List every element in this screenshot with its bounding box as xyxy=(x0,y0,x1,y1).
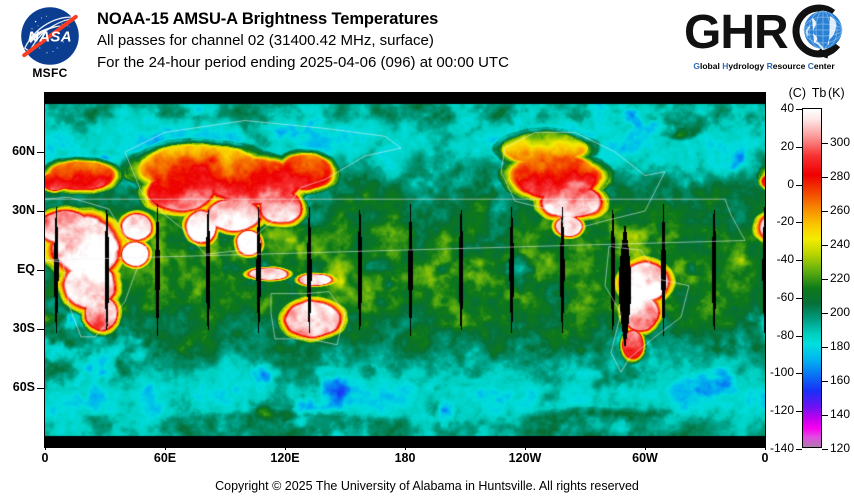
ghrc-tagline-r: R xyxy=(766,61,773,71)
ghrc-tagline-ydrology: ydrology xyxy=(728,61,767,71)
ghrc-tagline-esource: esource xyxy=(772,61,808,71)
colorbar-label-celsius: -20 xyxy=(776,214,794,229)
latitude-label: EQ xyxy=(16,262,35,276)
colorbar-tick-kelvin xyxy=(822,381,828,382)
longitude-label: 120E xyxy=(270,451,300,465)
colorbar-tick-celsius xyxy=(796,335,802,337)
colorbar-tick-kelvin xyxy=(822,143,828,144)
colorbar-tick-celsius xyxy=(796,449,802,450)
latitude-label: 60S xyxy=(12,380,35,394)
longitude-label: 0 xyxy=(41,451,49,465)
longitude-tick xyxy=(45,445,46,450)
nasa-meatball-icon: NASA xyxy=(21,7,79,65)
ghrc-tagline-h: H xyxy=(722,61,729,71)
page-title: NOAA-15 AMSU-A Brightness Temperatures xyxy=(97,10,439,28)
latitude-axis: 60N 30N EQ 30S 60S xyxy=(0,92,44,448)
map-raster xyxy=(45,93,765,447)
longitude-label: 0 xyxy=(761,451,769,465)
colorbar-label-kelvin: 260 xyxy=(830,203,851,217)
longitude-axis: 0 60E 120E 180 120W 60W 0 xyxy=(0,445,854,473)
colorbar-label-celsius: 40 xyxy=(780,101,794,115)
colorbar-tick-kelvin xyxy=(822,211,828,212)
svg-text:NASA: NASA xyxy=(28,28,72,45)
colorbar-tick-kelvin xyxy=(822,347,828,348)
page-subtitle-channel: All passes for channel 02 (31400.42 MHz,… xyxy=(97,32,434,49)
copyright-notice: Copyright © 2025 The University of Alaba… xyxy=(215,479,639,493)
ghrc-tagline-enter: enter xyxy=(813,61,835,71)
nasa-logo: NASA MSFC xyxy=(14,6,86,86)
colorbar-gradient xyxy=(802,108,822,448)
colorbar-tick-celsius xyxy=(796,260,802,262)
colorbar-label-kelvin: 200 xyxy=(830,305,851,319)
colorbar-label-kelvin: 240 xyxy=(830,237,851,251)
latitude-label: 30S xyxy=(12,321,35,335)
colorbar-tick-celsius xyxy=(796,373,802,375)
page-subtitle-period: For the 24-hour period ending 2025-04-06… xyxy=(97,54,509,71)
colorbar-tick-celsius xyxy=(796,411,802,413)
colorbar: (C) Tb (K) 40 20 0 -20 -40 -60 -80 -100 -120 -140… xyxy=(770,86,854,466)
latitude-tick xyxy=(37,388,44,389)
ghrc-wordmark-icon: GHR xyxy=(684,4,846,59)
colorbar-tick-celsius xyxy=(796,222,802,224)
ghrc-tagline-g: G xyxy=(693,61,700,71)
longitude-label: 180 xyxy=(394,451,416,465)
latitude-tick xyxy=(37,152,44,153)
svg-text:GHR: GHR xyxy=(684,6,788,59)
longitude-label: 60E xyxy=(153,451,177,465)
colorbar-label-celsius: -100 xyxy=(769,365,794,380)
colorbar-label-kelvin: 160 xyxy=(830,373,851,387)
colorbar-label-kelvin: 280 xyxy=(830,169,851,183)
ghrc-tagline-lobal: lobal xyxy=(699,61,723,71)
longitude-tick xyxy=(165,445,166,450)
colorbar-tick-kelvin xyxy=(822,415,828,416)
latitude-label: 30N xyxy=(12,203,35,217)
longitude-tick xyxy=(765,445,766,450)
colorbar-unit-kelvin: (K) xyxy=(828,86,845,100)
latitude-tick xyxy=(37,329,44,330)
longitude-tick xyxy=(405,445,406,450)
colorbar-label-kelvin: 220 xyxy=(830,271,851,285)
colorbar-quantity-label: Tb xyxy=(811,86,827,100)
colorbar-tick-kelvin xyxy=(822,279,828,280)
colorbar-label-kelvin: 140 xyxy=(830,407,851,421)
colorbar-label-celsius: -60 xyxy=(776,289,794,304)
colorbar-unit-celsius: (C) xyxy=(788,86,806,100)
page-header: NASA MSFC NOAA-15 AMSU-A Brightness Temp… xyxy=(0,0,854,90)
longitude-tick xyxy=(525,445,526,450)
colorbar-label-kelvin: 120 xyxy=(830,441,851,455)
latitude-tick xyxy=(37,270,44,271)
colorbar-tick-celsius xyxy=(796,146,802,148)
colorbar-tick-celsius xyxy=(796,184,802,186)
colorbar-tick-kelvin xyxy=(822,177,828,178)
ghrc-tagline: Global Hydrology Resource Center xyxy=(684,61,844,71)
colorbar-label-celsius: -80 xyxy=(776,327,794,342)
longitude-label: 120W xyxy=(508,451,542,465)
longitude-label: 60W xyxy=(632,451,658,465)
colorbar-tick-celsius xyxy=(796,297,802,299)
title-block: NOAA-15 AMSU-A Brightness Temperatures A… xyxy=(97,8,677,74)
latitude-label: 60N xyxy=(12,144,35,158)
colorbar-tick-celsius xyxy=(796,109,802,110)
colorbar-label-celsius: -120 xyxy=(769,403,794,418)
colorbar-tick-kelvin xyxy=(822,245,828,246)
colorbar-label-celsius: 20 xyxy=(780,138,794,153)
colorbar-label-celsius: 0 xyxy=(787,176,794,191)
ghrc-logo: GHR Global Hydrology Resource Center xyxy=(684,4,850,84)
longitude-tick xyxy=(285,445,286,450)
nasa-center-label: MSFC xyxy=(32,66,68,80)
colorbar-tick-kelvin xyxy=(822,449,828,450)
colorbar-label-kelvin: 300 xyxy=(830,135,851,149)
colorbar-label-celsius: -40 xyxy=(776,252,794,267)
longitude-tick xyxy=(645,445,646,450)
colorbar-label-celsius: -140 xyxy=(769,441,794,455)
colorbar-label-kelvin: 180 xyxy=(830,339,851,353)
ghrc-tagline-c: C xyxy=(807,61,814,71)
colorbar-tick-kelvin xyxy=(822,313,828,314)
brightness-temperature-map xyxy=(44,92,766,448)
latitude-tick xyxy=(37,211,44,212)
